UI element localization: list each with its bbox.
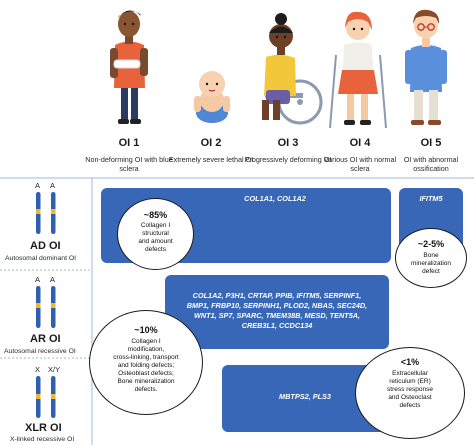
ifitm5-gene-label: IFITM5 xyxy=(419,194,443,203)
callout-2-5-line-2: mineralization xyxy=(410,260,452,267)
xlr-oi-title: XLR OI xyxy=(25,422,62,434)
callout-10-line-2: modification, xyxy=(127,346,165,353)
ar-gene-line-3: WNT1, SP7, SPARC, TMEM38B, MESD, TENT5A, xyxy=(193,311,361,320)
ad-gene-list: COL1A1, COL1A2 xyxy=(244,194,306,203)
xlr-gene-list: MBTPS2, PLS3 xyxy=(279,392,331,401)
callout-85-percent xyxy=(117,198,194,270)
oi1-title: OI 1 xyxy=(118,137,140,149)
ar-chromosome-icon xyxy=(36,286,56,328)
callout-under-1-percent-value: <1% xyxy=(400,357,420,367)
ar-allele-right: A xyxy=(50,275,56,284)
ar-gene-line-2: BMP1, FRBP10, SERPINH1, PLOD2, NBAS, SEC… xyxy=(186,301,368,310)
callout-85-line-3: and amount xyxy=(138,238,173,245)
callout-1-line-4: and Osteoclast xyxy=(388,394,432,401)
callout-1-line-2: reticulum (ER) xyxy=(389,378,431,385)
callout-10-percent-value: ~10% xyxy=(134,325,158,335)
ar-gene-line-1: COL1A2, P3H1, CRTAP, PPIB, IFITM5, SERPI… xyxy=(192,291,362,300)
oi2-title: OI 2 xyxy=(200,137,222,149)
callout-10-line-5: Osteoblast defects; xyxy=(118,370,174,377)
callout-under-1-percent xyxy=(355,347,465,439)
oi3-character-illustration xyxy=(262,13,323,125)
oi5-description: OI with abnormal ossification xyxy=(403,155,459,173)
xlr-allele-right: X/Y xyxy=(48,365,61,374)
ar-allele-left: A xyxy=(35,275,41,284)
ar-gene-line-4: CREB3L1, CCDC134 xyxy=(241,321,313,330)
oi4-character-illustration xyxy=(329,11,387,129)
oi3-description: Progressively deforming OI xyxy=(244,155,332,164)
callout-10-percent xyxy=(89,310,203,415)
callout-1-line-5: defects xyxy=(399,402,421,409)
xlr-chromosome-icon xyxy=(36,376,56,418)
ar-oi-title: AR OI xyxy=(30,333,61,345)
oi2-character-illustration xyxy=(194,71,230,123)
ad-allele-left: A xyxy=(35,181,41,190)
oi2-description: Extremely severe lethal OI xyxy=(168,155,254,164)
oi5-title: OI 5 xyxy=(420,137,442,149)
callout-85-line-1: Collagen I xyxy=(140,222,171,229)
callout-2-5-line-1: Bone xyxy=(423,252,439,259)
callout-85-percent-value: ~85% xyxy=(143,210,168,220)
callout-2-5-percent xyxy=(395,228,467,288)
callout-10-line-6: Bone mineralization xyxy=(117,378,175,385)
callout-1-line-3: stress response xyxy=(387,386,433,393)
oi1-description: Non-deforming OI with blue sclera xyxy=(85,155,173,173)
ad-oi-title: AD OI xyxy=(30,240,61,252)
oi3-title: OI 3 xyxy=(277,137,299,149)
chromosome-icons xyxy=(36,192,56,418)
callout-10-line-4: and folding defects; xyxy=(117,362,175,369)
callout-10-line-3: cross-linking, transport xyxy=(113,354,179,361)
callout-85-line-2: structural xyxy=(142,230,169,237)
xlr-oi-label: X-linked recessive OI xyxy=(10,436,75,443)
callout-2-5-line-3: defect xyxy=(422,268,440,275)
callout-1-line-1: Extracellular xyxy=(392,370,428,377)
callout-2-5-percent-value: ~2-5% xyxy=(417,239,445,249)
ad-chromosome-icon xyxy=(36,192,56,234)
ad-oi-label: Autosomal dominant OI xyxy=(5,255,77,262)
oi-type-illustrations xyxy=(110,9,447,129)
oi4-title: OI 4 xyxy=(349,137,371,149)
oi5-character-illustration xyxy=(405,9,447,125)
callout-10-line-1: Collagen I xyxy=(131,338,161,345)
callout-85-line-4: defects xyxy=(145,246,166,253)
oi1-character-illustration xyxy=(110,10,148,124)
ar-oi-label: Autosomal recessive OI xyxy=(4,348,76,355)
ad-allele-right: A xyxy=(50,181,56,190)
ar-gene-box xyxy=(165,275,389,349)
xlr-allele-left: X xyxy=(35,365,41,374)
oi4-description: Various OI with normal sclera xyxy=(323,155,397,173)
callout-10-line-7: defects. xyxy=(134,386,158,393)
